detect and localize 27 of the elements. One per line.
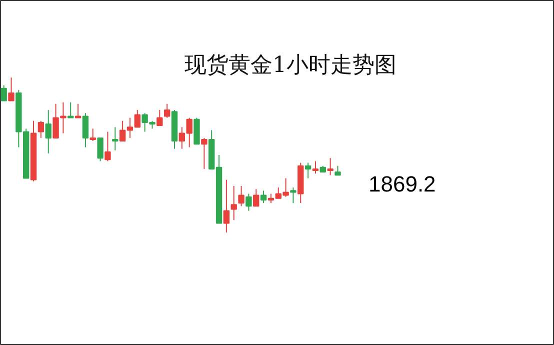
candlestick [260, 190, 267, 204]
candlestick [82, 112, 89, 148]
candlestick [112, 126, 118, 151]
candlestick [0, 84, 7, 102]
candlestick [104, 131, 111, 162]
candlestick [97, 137, 104, 162]
candlestick [223, 179, 230, 233]
candlestick [290, 187, 296, 204]
chart-title: 现货黄金1小时走势图 [184, 53, 396, 78]
candlestick [312, 160, 319, 174]
text: 1869.2 [368, 172, 436, 196]
candlestick [38, 120, 44, 138]
candlestick [253, 188, 260, 207]
candlestick [90, 128, 96, 142]
candlestick [74, 103, 82, 118]
candlestick [201, 137, 208, 170]
candlestick [45, 110, 52, 154]
candlestick [164, 103, 170, 118]
candlestick [230, 186, 237, 221]
candlestick [334, 165, 341, 176]
candlestick [246, 193, 252, 212]
candlestick [68, 102, 74, 118]
candlestick [238, 186, 244, 207]
candlestick [8, 77, 14, 102]
candlestick [156, 110, 163, 126]
candlestick [327, 158, 334, 176]
candlestick [304, 162, 312, 179]
